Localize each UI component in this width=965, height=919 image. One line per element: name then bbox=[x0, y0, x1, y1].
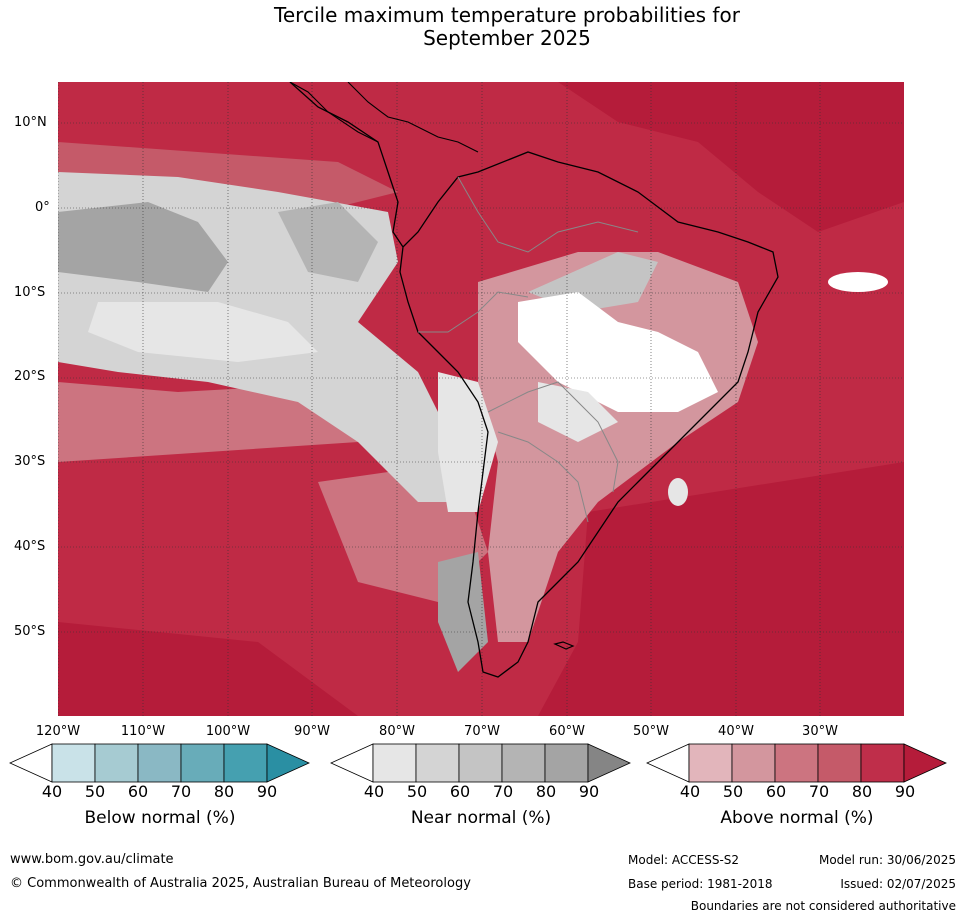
cbar-above-segment bbox=[774, 743, 819, 783]
above-90-region bbox=[558, 82, 904, 232]
lon-label: 110°W bbox=[120, 724, 166, 739]
cbar-below-segment bbox=[94, 743, 139, 783]
lon-label: 90°W bbox=[294, 724, 330, 739]
lon-label: 40°W bbox=[718, 724, 754, 739]
cbar-near-tick: 70 bbox=[492, 782, 514, 801]
cbar-below-segment bbox=[180, 743, 225, 783]
cbar-above-tick: 60 bbox=[765, 782, 787, 801]
cbar-below-tick: 50 bbox=[84, 782, 106, 801]
lat-label: 20°S bbox=[14, 369, 46, 384]
cbar-near-segment bbox=[372, 743, 417, 783]
near-80-region bbox=[438, 552, 488, 672]
colorbars bbox=[9, 743, 947, 783]
footer-url: www.bom.gov.au/climate bbox=[10, 852, 174, 867]
cbar-near-segment bbox=[501, 743, 546, 783]
central-america-coastline bbox=[289, 82, 479, 153]
cbar-above-min-arrow bbox=[646, 743, 690, 783]
cbar-below-max-arrow bbox=[266, 743, 310, 783]
cbar-below-tick: 90 bbox=[256, 782, 278, 801]
low-signal-region bbox=[518, 292, 718, 412]
lat-label: 10°N bbox=[14, 115, 47, 130]
graticule bbox=[58, 82, 904, 716]
title-line-1: Tercile maximum temperature probabilitie… bbox=[274, 3, 740, 27]
footer-copyright: © Commonwealth of Australia 2025, Austra… bbox=[10, 876, 471, 891]
cbar-below-tick: 80 bbox=[213, 782, 235, 801]
lon-label: 50°W bbox=[633, 724, 669, 739]
south-america-coastline bbox=[289, 82, 779, 678]
cbar-below-tick: 70 bbox=[170, 782, 192, 801]
cbar-near-tick: 40 bbox=[363, 782, 385, 801]
near-50-region bbox=[88, 302, 318, 362]
cbar-below-title: Below normal (%) bbox=[84, 808, 236, 828]
probability-map bbox=[58, 82, 904, 716]
lat-label: 30°S bbox=[14, 454, 46, 469]
cbar-near-segment bbox=[415, 743, 460, 783]
cbar-below-segment bbox=[51, 743, 96, 783]
lat-label: 0° bbox=[35, 200, 50, 215]
lon-label: 100°W bbox=[205, 724, 251, 739]
title-line-2: September 2025 bbox=[423, 26, 591, 50]
chart-title: Tercile maximum temperature probabilitie… bbox=[0, 4, 965, 50]
near-50-region bbox=[538, 382, 618, 442]
cbar-above-tick: 70 bbox=[808, 782, 830, 801]
above-90-region bbox=[538, 462, 904, 716]
lat-label: 40°S bbox=[14, 539, 46, 554]
cbar-above-segment bbox=[817, 743, 862, 783]
cbar-above-tick: 50 bbox=[722, 782, 744, 801]
cbar-above-segment bbox=[688, 743, 733, 783]
lat-label: 10°S bbox=[14, 285, 46, 300]
footer-model-run: Model run: 30/06/2025 bbox=[818, 853, 956, 867]
lat-label: 50°S bbox=[14, 624, 46, 639]
cbar-above-title: Above normal (%) bbox=[720, 808, 874, 828]
cbar-near-segment bbox=[458, 743, 503, 783]
cbar-above-tick: 80 bbox=[851, 782, 873, 801]
footer-issued: Issued: 02/07/2025 bbox=[840, 877, 956, 891]
cbar-near-min-arrow bbox=[330, 743, 374, 783]
cbar-below-segment bbox=[137, 743, 182, 783]
cbar-above-tick: 90 bbox=[894, 782, 916, 801]
cbar-above-tick: 40 bbox=[679, 782, 701, 801]
lon-label: 80°W bbox=[379, 724, 415, 739]
cbar-above-segment bbox=[860, 743, 905, 783]
falkland-islands bbox=[553, 641, 575, 650]
country-borders bbox=[418, 176, 639, 523]
near-70-region bbox=[278, 202, 378, 282]
cbar-below-min-arrow bbox=[9, 743, 53, 783]
lon-label: 60°W bbox=[549, 724, 585, 739]
footer-base-period: Base period: 1981-2018 bbox=[628, 877, 773, 891]
cbar-above-segment bbox=[731, 743, 776, 783]
map-svg bbox=[58, 82, 904, 716]
cbar-near-tick: 60 bbox=[449, 782, 471, 801]
cbar-near-title: Near normal (%) bbox=[410, 808, 552, 828]
lon-label: 120°W bbox=[35, 724, 81, 739]
cbar-below-tick: 40 bbox=[41, 782, 63, 801]
lon-label: 30°W bbox=[802, 724, 838, 739]
cbar-above-max-arrow bbox=[903, 743, 947, 783]
cbar-near-tick: 50 bbox=[406, 782, 428, 801]
cbar-near-segment bbox=[544, 743, 589, 783]
cbar-near-tick: 90 bbox=[578, 782, 600, 801]
footer-disclaimer: Boundaries are not considered authoritat… bbox=[690, 899, 956, 913]
cbar-near-tick: 80 bbox=[535, 782, 557, 801]
low-signal-region bbox=[828, 272, 888, 292]
cbar-below-tick: 60 bbox=[127, 782, 149, 801]
footer-model: Model: ACCESS-S2 bbox=[628, 853, 740, 867]
lon-label: 70°W bbox=[464, 724, 500, 739]
near-50-region bbox=[668, 478, 688, 506]
cbar-below-segment bbox=[223, 743, 268, 783]
cbar-near-max-arrow bbox=[587, 743, 631, 783]
above-90-region bbox=[58, 622, 358, 716]
